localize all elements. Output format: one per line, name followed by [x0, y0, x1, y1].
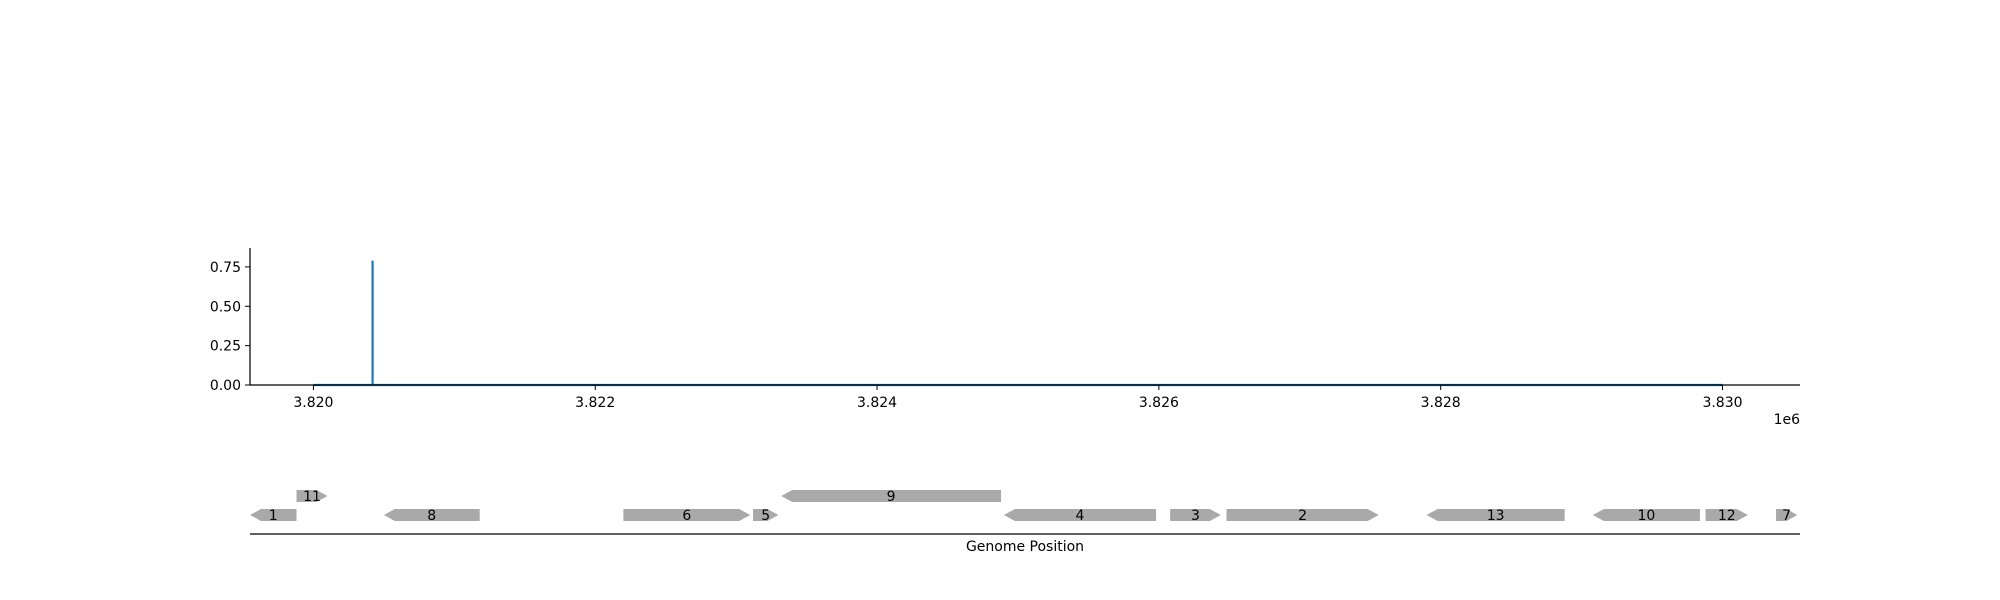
- gene-label-4: 4: [1075, 508, 1084, 524]
- gene-label-8: 8: [427, 508, 436, 524]
- gene-label-12: 12: [1718, 508, 1736, 524]
- x-axis-offset-label: 1e6: [1774, 412, 1801, 428]
- gene-arrow-8: [383, 509, 480, 521]
- gene-arrow-11: [296, 490, 328, 502]
- gene-label-10: 10: [1637, 508, 1655, 524]
- gene-label-13: 13: [1487, 508, 1505, 524]
- coverage-line-series-1: [313, 260, 1723, 387]
- y-tick-label: 0.50: [210, 299, 241, 315]
- gene-track-x-axis-label: Genome Position: [966, 539, 1084, 555]
- x-tick-label: 3.822: [575, 395, 615, 411]
- gene-label-2: 2: [1298, 508, 1307, 524]
- coverage-series-group: [313, 260, 1723, 387]
- x-tick-label: 3.828: [1421, 395, 1461, 411]
- x-tick-label: 3.830: [1702, 395, 1742, 411]
- gene-arrow-7: [1776, 509, 1798, 521]
- gene-label-7: 7: [1782, 508, 1791, 524]
- gene-arrow-10: [1592, 509, 1700, 521]
- gene-arrow-13: [1426, 509, 1565, 521]
- gene-arrow-12: [1705, 509, 1748, 521]
- gene-arrow-3: [1170, 509, 1221, 521]
- gene-label-9: 9: [887, 489, 896, 505]
- gene-label-11: 11: [303, 489, 321, 505]
- gene-label-5: 5: [761, 508, 770, 524]
- gene-arrow-9: [781, 490, 1002, 502]
- coverage-plot: 3.820 3.822 3.824 3.826 3.828 3.830 0.000.250…: [210, 248, 1800, 428]
- coverage-x-ticks: 3.820 3.822 3.824 3.826 3.828 3.830: [293, 385, 1743, 411]
- gene-arrow-1: [250, 509, 297, 521]
- y-tick-label: 0.00: [210, 378, 241, 394]
- coverage-y-ticks: 0.00 0.25 0.50 0.75: [210, 260, 250, 394]
- y-tick-label: 0.25: [210, 339, 241, 355]
- gene-arrow-6: [623, 509, 751, 521]
- gene-label-6: 6: [682, 508, 691, 524]
- y-tick-label: 0.75: [210, 260, 241, 276]
- gene-arrow-4: [1003, 509, 1157, 521]
- x-tick-label: 3.824: [857, 395, 897, 411]
- gene-arrow-2: [1226, 509, 1379, 521]
- x-tick-label: 3.820: [293, 395, 333, 411]
- gene-label-1: 1: [269, 508, 278, 524]
- gene-arrow-5: [753, 509, 779, 521]
- x-tick-label: 3.826: [1139, 395, 1179, 411]
- gene-label-3: 3: [1191, 508, 1200, 524]
